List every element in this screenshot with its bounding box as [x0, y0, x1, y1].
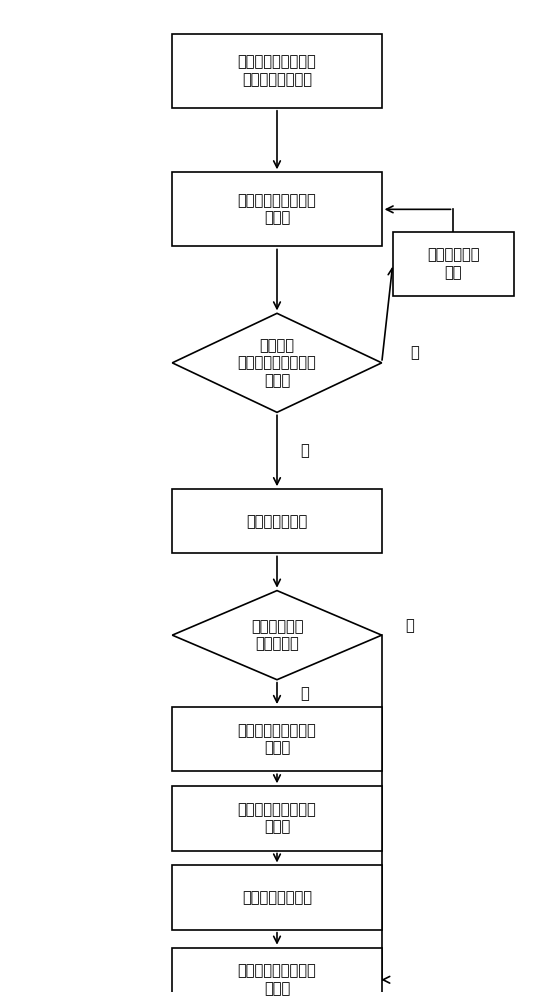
Text: 数控加工程序
调整: 数控加工程序 调整	[427, 248, 480, 280]
Text: 确定连续加工路径分
段长度: 确定连续加工路径分 段长度	[238, 802, 316, 835]
Text: 根据数控加工程序进
行加工: 根据数控加工程序进 行加工	[238, 964, 316, 996]
Text: 输出数控加工程序: 输出数控加工程序	[242, 890, 312, 905]
FancyBboxPatch shape	[172, 865, 382, 930]
Text: 切削力仿真分析: 切削力仿真分析	[247, 514, 307, 529]
FancyBboxPatch shape	[172, 34, 382, 108]
Text: 切削加工过程
是否稳定？: 切削加工过程 是否稳定？	[251, 619, 303, 651]
Text: 确定连续加工路径分
段数量: 确定连续加工路径分 段数量	[238, 723, 316, 755]
Polygon shape	[172, 313, 382, 412]
FancyBboxPatch shape	[172, 489, 382, 553]
FancyBboxPatch shape	[172, 948, 382, 1000]
Text: 是: 是	[411, 345, 419, 360]
Text: 是否存在
过切、欠切、干涉、
碰撞？: 是否存在 过切、欠切、干涉、 碰撞？	[238, 338, 316, 388]
Text: 是: 是	[405, 618, 414, 633]
FancyBboxPatch shape	[172, 172, 382, 246]
Text: 否: 否	[300, 443, 309, 458]
Text: 否: 否	[300, 686, 309, 701]
FancyBboxPatch shape	[393, 232, 514, 296]
FancyBboxPatch shape	[172, 786, 382, 851]
FancyBboxPatch shape	[172, 707, 382, 771]
Text: 数控加工程序几何仿
真分析: 数控加工程序几何仿 真分析	[238, 193, 316, 226]
Polygon shape	[172, 591, 382, 680]
Text: 构建仿真模型、编写
初始数控加工程序: 构建仿真模型、编写 初始数控加工程序	[238, 55, 316, 87]
